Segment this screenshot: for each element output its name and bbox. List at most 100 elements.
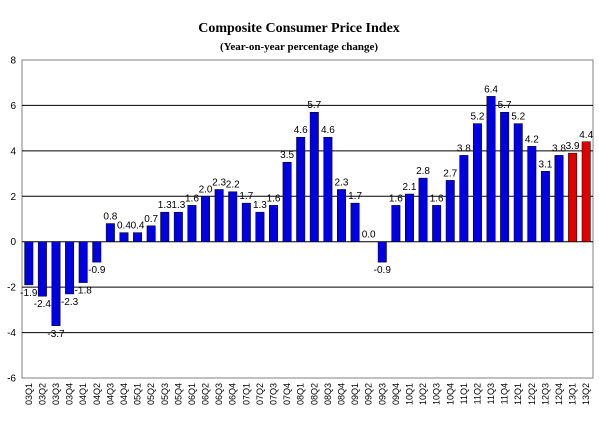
bar: [568, 153, 576, 242]
data-label: 1.7: [348, 191, 362, 202]
data-label: 2.1: [403, 182, 417, 193]
x-tick-label: 10Q1: [404, 383, 414, 405]
bar: [541, 171, 549, 241]
data-label: 0.4: [131, 221, 145, 232]
bar: [419, 178, 427, 242]
x-tick-label: 06Q4: [228, 383, 238, 405]
x-tick-label: 12Q1: [513, 383, 523, 405]
data-label: 5.7: [498, 100, 512, 111]
data-label: 4.6: [321, 125, 335, 136]
x-tick-label: 03Q3: [51, 383, 61, 405]
x-tick-label: 07Q1: [241, 383, 251, 405]
bar: [147, 226, 155, 242]
bar: [582, 142, 590, 242]
y-tick-label: 6: [10, 101, 16, 112]
data-label: 4.2: [525, 134, 539, 145]
data-label: 0.0: [362, 230, 376, 241]
data-label: 5.2: [511, 112, 525, 123]
x-tick-label: 13Q2: [581, 383, 591, 405]
x-tick-label: 08Q1: [296, 383, 306, 405]
data-label: 0.7: [144, 214, 158, 225]
x-tick-label: 06Q1: [187, 383, 197, 405]
x-tick-label: 06Q3: [214, 383, 224, 405]
bar: [161, 212, 169, 242]
bar: [283, 162, 291, 242]
bar: [201, 196, 209, 241]
bar: [106, 224, 114, 242]
chart-title: Composite Consumer Price Index: [198, 21, 400, 36]
bar: [296, 137, 304, 241]
x-tick-label: 07Q3: [269, 383, 279, 405]
x-tick-label: 12Q2: [527, 383, 537, 405]
x-tick-label: 11Q4: [500, 383, 510, 404]
x-tick-label: 05Q1: [133, 383, 143, 405]
data-label: -1.9: [20, 288, 38, 299]
data-label: 1.7: [239, 191, 253, 202]
x-tick-label: 04Q3: [105, 383, 115, 405]
x-tick-label: 08Q3: [323, 383, 333, 405]
bar: [79, 242, 87, 283]
bar: [242, 203, 250, 242]
x-tick-label: 08Q2: [309, 383, 319, 405]
bar: [38, 242, 46, 297]
x-tick-label: 12Q3: [540, 383, 550, 405]
data-label: 2.2: [226, 180, 240, 191]
bar: [337, 189, 345, 241]
x-tick-label: 13Q1: [568, 383, 578, 405]
bar: [555, 155, 563, 241]
data-label: 2.0: [199, 184, 213, 195]
x-tick-label: 06Q2: [201, 383, 211, 405]
bar: [351, 203, 359, 242]
data-label: 1.6: [430, 193, 444, 204]
x-tick-label: 09Q3: [377, 383, 387, 405]
x-tick-label: 10Q2: [418, 383, 428, 405]
data-label: 3.5: [280, 150, 294, 161]
data-label: -2.4: [34, 299, 52, 310]
y-tick-label: -6: [7, 374, 16, 385]
bar: [500, 112, 508, 241]
x-tick-label: 09Q4: [391, 383, 401, 405]
bar: [25, 242, 33, 285]
x-tick-label: 11Q3: [486, 383, 496, 404]
bar: [378, 242, 386, 262]
y-tick-label: -2: [7, 283, 16, 294]
x-tick-label: 09Q1: [350, 383, 360, 405]
data-label: 4.4: [579, 130, 593, 141]
data-label: -0.9: [88, 265, 106, 276]
x-tick-label: 07Q2: [255, 383, 265, 405]
bar: [487, 96, 495, 241]
x-tick-label: 11Q2: [472, 383, 482, 404]
data-label: 2.3: [335, 177, 349, 188]
bar: [460, 155, 468, 241]
y-tick-label: 4: [10, 146, 16, 157]
bar: [324, 137, 332, 241]
y-tick-label: 0: [10, 237, 16, 248]
x-tick-label: 08Q4: [336, 383, 346, 405]
data-label: 2.8: [416, 166, 430, 177]
bar: [174, 212, 182, 242]
x-tick-label: 10Q4: [445, 383, 455, 405]
data-label: 5.7: [307, 100, 321, 111]
y-tick-label: -4: [7, 328, 16, 339]
x-tick-label: 03Q1: [24, 383, 34, 405]
data-label: 6.4: [484, 84, 498, 95]
x-tick-label: 11Q1: [459, 383, 469, 404]
data-label: 1.3: [158, 200, 172, 211]
data-label: 3.9: [566, 141, 580, 152]
data-label: 5.2: [470, 112, 484, 123]
bar: [133, 233, 141, 242]
data-label: -3.7: [47, 329, 65, 340]
x-tick-label: 05Q4: [173, 383, 183, 405]
data-label: 1.3: [253, 200, 267, 211]
bar: [65, 242, 73, 294]
chart-subtitle: (Year-on-year percentage change): [220, 41, 378, 53]
bar: [52, 242, 60, 326]
x-tick-label: 12Q4: [554, 383, 564, 405]
data-label: 1.6: [185, 193, 199, 204]
data-label: 0.8: [103, 212, 117, 223]
x-tick-label: 03Q2: [37, 383, 47, 405]
bar: [188, 205, 196, 241]
data-label: 3.8: [457, 143, 471, 154]
